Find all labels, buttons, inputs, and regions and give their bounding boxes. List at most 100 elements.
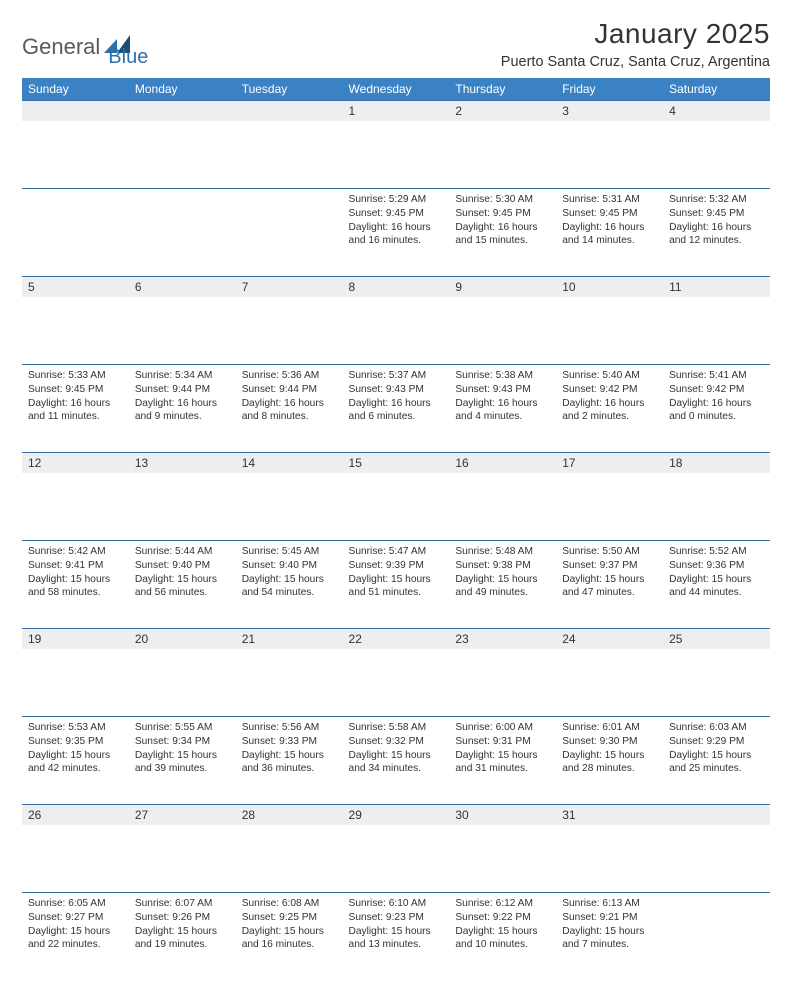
day-details: Sunrise: 5:48 AMSunset: 9:38 PMDaylight:… xyxy=(449,541,556,608)
sunset-line: Sunset: 9:25 PM xyxy=(242,911,337,925)
day-details: Sunrise: 5:33 AMSunset: 9:45 PMDaylight:… xyxy=(22,365,129,432)
day-details: Sunrise: 5:32 AMSunset: 9:45 PMDaylight:… xyxy=(663,189,770,256)
day-number: 28 xyxy=(236,805,343,825)
day-number: 1 xyxy=(343,101,450,121)
day-number-cell: 20 xyxy=(129,629,236,717)
daylight-line: Daylight: 16 hours and 16 minutes. xyxy=(349,221,444,249)
day-body-cell: Sunrise: 5:45 AMSunset: 9:40 PMDaylight:… xyxy=(236,541,343,629)
sunrise-line: Sunrise: 5:29 AM xyxy=(349,193,444,207)
day-body-cell: Sunrise: 6:07 AMSunset: 9:26 PMDaylight:… xyxy=(129,893,236,981)
daylight-line: Daylight: 16 hours and 2 minutes. xyxy=(562,397,657,425)
day-details: Sunrise: 6:05 AMSunset: 9:27 PMDaylight:… xyxy=(22,893,129,960)
week-body-row: Sunrise: 6:05 AMSunset: 9:27 PM Daylight:… xyxy=(22,893,770,981)
sunrise-line: Sunrise: 5:33 AM xyxy=(28,369,123,383)
day-number-cell xyxy=(236,101,343,189)
day-number: 9 xyxy=(449,277,556,297)
day-number-cell: 16 xyxy=(449,453,556,541)
sunset-line: Sunset: 9:27 PM xyxy=(28,911,123,925)
day-details: Sunrise: 6:12 AMSunset: 9:22 PMDaylight:… xyxy=(449,893,556,960)
sunset-line: Sunset: 9:45 PM xyxy=(669,207,764,221)
daylight-line: Daylight: 15 hours and 36 minutes. xyxy=(242,749,337,777)
day-number-cell: 12 xyxy=(22,453,129,541)
day-number-cell: 4 xyxy=(663,101,770,189)
sunrise-line: Sunrise: 5:45 AM xyxy=(242,545,337,559)
sunset-line: Sunset: 9:39 PM xyxy=(349,559,444,573)
day-details: Sunrise: 5:45 AMSunset: 9:40 PMDaylight:… xyxy=(236,541,343,608)
daylight-line: Daylight: 15 hours and 39 minutes. xyxy=(135,749,230,777)
day-number-cell xyxy=(663,805,770,893)
day-details: Sunrise: 6:10 AMSunset: 9:23 PMDaylight:… xyxy=(343,893,450,960)
day-details: Sunrise: 5:31 AMSunset: 9:45 PMDaylight:… xyxy=(556,189,663,256)
sunrise-line: Sunrise: 6:00 AM xyxy=(455,721,550,735)
day-details: Sunrise: 5:47 AMSunset: 9:39 PMDaylight:… xyxy=(343,541,450,608)
sunrise-line: Sunrise: 6:07 AM xyxy=(135,897,230,911)
day-body-cell xyxy=(22,189,129,277)
day-number-cell: 15 xyxy=(343,453,450,541)
sunset-line: Sunset: 9:35 PM xyxy=(28,735,123,749)
day-number-cell: 30 xyxy=(449,805,556,893)
day-number: 30 xyxy=(449,805,556,825)
day-body-cell: Sunrise: 5:58 AMSunset: 9:32 PMDaylight:… xyxy=(343,717,450,805)
daylight-line: Daylight: 16 hours and 6 minutes. xyxy=(349,397,444,425)
daylight-line: Daylight: 16 hours and 15 minutes. xyxy=(455,221,550,249)
day-number: 3 xyxy=(556,101,663,121)
day-number: 17 xyxy=(556,453,663,473)
day-number xyxy=(22,101,129,121)
day-number: 31 xyxy=(556,805,663,825)
week-body-row: Sunrise: 5:42 AMSunset: 9:41 PMDaylight:… xyxy=(22,541,770,629)
sunrise-line: Sunrise: 5:52 AM xyxy=(669,545,764,559)
day-number-cell: 25 xyxy=(663,629,770,717)
daylight-line: Daylight: 16 hours and 8 minutes. xyxy=(242,397,337,425)
sunrise-line: Sunrise: 6:01 AM xyxy=(562,721,657,735)
sunrise-line: Sunrise: 5:58 AM xyxy=(349,721,444,735)
sunset-line: Sunset: 9:45 PM xyxy=(562,207,657,221)
sunrise-line: Sunrise: 5:40 AM xyxy=(562,369,657,383)
month-title: January 2025 xyxy=(501,18,770,50)
day-number: 18 xyxy=(663,453,770,473)
title-block: January 2025 Puerto Santa Cruz, Santa Cr… xyxy=(501,18,770,70)
day-details: Sunrise: 5:58 AMSunset: 9:32 PMDaylight:… xyxy=(343,717,450,784)
day-body-cell: Sunrise: 5:36 AMSunset: 9:44 PMDaylight:… xyxy=(236,365,343,453)
sunset-line: Sunset: 9:33 PM xyxy=(242,735,337,749)
week-daynum-row: 12131415161718 xyxy=(22,453,770,541)
day-header: Thursday xyxy=(449,78,556,101)
day-number-cell: 9 xyxy=(449,277,556,365)
day-number: 4 xyxy=(663,101,770,121)
day-body-cell: Sunrise: 5:29 AMSunset: 9:45 PMDaylight:… xyxy=(343,189,450,277)
day-number: 25 xyxy=(663,629,770,649)
logo: General Blue xyxy=(22,24,148,69)
week-daynum-row: 1234 xyxy=(22,101,770,189)
day-details: Sunrise: 5:50 AMSunset: 9:37 PMDaylight:… xyxy=(556,541,663,608)
day-number: 11 xyxy=(663,277,770,297)
day-number-cell: 17 xyxy=(556,453,663,541)
day-header: Wednesday xyxy=(343,78,450,101)
calendar-body: 1234Sunrise: 5:29 AMSunset: 9:45 PMDayli… xyxy=(22,101,770,981)
day-number-cell: 27 xyxy=(129,805,236,893)
day-body-cell: Sunrise: 5:37 AMSunset: 9:43 PMDaylight:… xyxy=(343,365,450,453)
day-details: Sunrise: 5:29 AMSunset: 9:45 PMDaylight:… xyxy=(343,189,450,256)
daylight-line: Daylight: 15 hours and 19 minutes. xyxy=(135,925,230,953)
sunrise-line: Sunrise: 6:13 AM xyxy=(562,897,657,911)
day-number: 5 xyxy=(22,277,129,297)
day-body-cell: Sunrise: 6:03 AMSunset: 9:29 PMDaylight:… xyxy=(663,717,770,805)
sunrise-line: Sunrise: 5:42 AM xyxy=(28,545,123,559)
sunrise-line: Sunrise: 6:05 AM xyxy=(28,897,123,911)
daylight-line: Daylight: 15 hours and 47 minutes. xyxy=(562,573,657,601)
day-number-cell: 6 xyxy=(129,277,236,365)
day-body-cell: Sunrise: 6:01 AMSunset: 9:30 PMDaylight:… xyxy=(556,717,663,805)
day-details: Sunrise: 5:38 AMSunset: 9:43 PMDaylight:… xyxy=(449,365,556,432)
sunset-line: Sunset: 9:45 PM xyxy=(349,207,444,221)
day-header: Saturday xyxy=(663,78,770,101)
day-body-cell: Sunrise: 6:08 AMSunset: 9:25 PMDaylight:… xyxy=(236,893,343,981)
week-body-row: Sunrise: 5:29 AMSunset: 9:45 PMDaylight:… xyxy=(22,189,770,277)
daylight-line: Daylight: 16 hours and 9 minutes. xyxy=(135,397,230,425)
day-details: Sunrise: 6:03 AMSunset: 9:29 PMDaylight:… xyxy=(663,717,770,784)
day-number-cell: 1 xyxy=(343,101,450,189)
day-number-cell: 2 xyxy=(449,101,556,189)
daylight-line: Daylight: 15 hours and 42 minutes. xyxy=(28,749,123,777)
day-number: 8 xyxy=(343,277,450,297)
day-body-cell: Sunrise: 5:40 AMSunset: 9:42 PMDaylight:… xyxy=(556,365,663,453)
day-details: Sunrise: 6:07 AMSunset: 9:26 PMDaylight:… xyxy=(129,893,236,960)
day-header: Sunday xyxy=(22,78,129,101)
day-number: 14 xyxy=(236,453,343,473)
